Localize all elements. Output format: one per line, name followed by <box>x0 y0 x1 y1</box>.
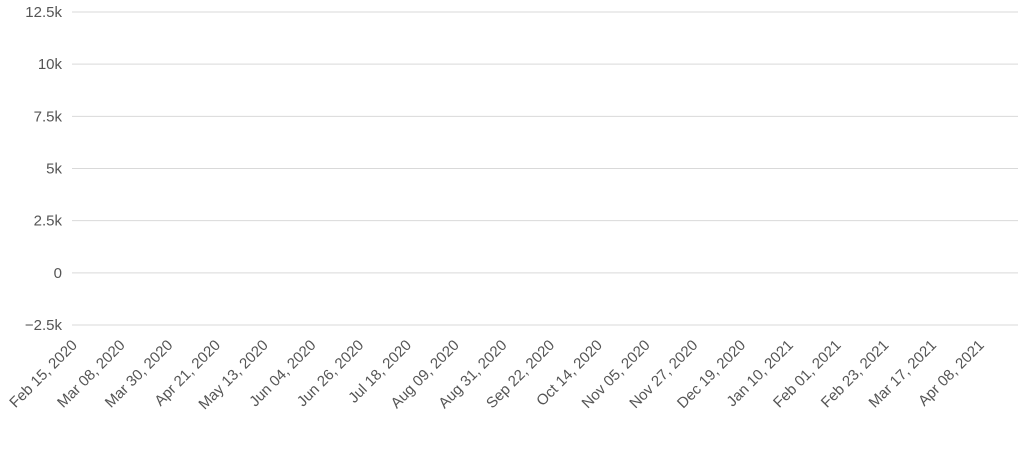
y-tick-label: −2.5k <box>25 317 63 334</box>
y-tick-label: 2.5k <box>34 213 63 230</box>
y-tick-label: 12.5k <box>25 4 62 21</box>
y-tick-label: 0 <box>54 265 62 282</box>
gridlines <box>72 11 1018 326</box>
y-axis: 12.5k 10k 7.5k 5k 2.5k 0 −2.5k <box>25 4 63 334</box>
y-tick-label: 7.5k <box>34 108 63 125</box>
y-tick-label: 10k <box>38 56 63 73</box>
y-tick-label: 5k <box>46 161 62 178</box>
